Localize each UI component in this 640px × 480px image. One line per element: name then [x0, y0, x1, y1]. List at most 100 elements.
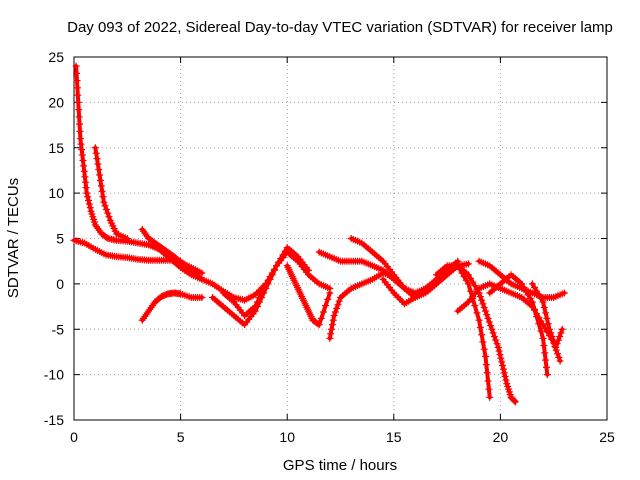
data-point: [464, 280, 472, 288]
data-point: [123, 235, 131, 242]
y-tick-label: -10: [44, 367, 64, 383]
data-point: [74, 98, 82, 106]
data-point: [531, 284, 539, 292]
data-point: [511, 398, 519, 406]
data-point: [556, 333, 564, 341]
data-point: [475, 316, 483, 324]
data-point: [270, 265, 278, 273]
data-point: [557, 329, 565, 337]
data-point: [198, 293, 206, 301]
data-point: [93, 155, 101, 163]
y-tick-label: 10: [48, 185, 64, 201]
data-point: [81, 173, 89, 181]
data-point: [510, 397, 518, 405]
data-point: [499, 365, 507, 373]
data-point: [328, 325, 336, 333]
data-point: [73, 77, 81, 85]
data-point: [556, 357, 564, 365]
data-point: [253, 298, 261, 306]
data-point: [94, 160, 102, 168]
data-point: [499, 362, 507, 370]
data-point: [553, 340, 561, 348]
data-point: [333, 304, 341, 312]
data-point: [496, 351, 504, 359]
data-point: [75, 106, 83, 114]
data-point: [492, 336, 500, 344]
data-point: [462, 276, 470, 284]
grid-lines: [74, 57, 607, 420]
data-point: [331, 308, 339, 316]
data-point: [327, 330, 335, 338]
data-point: [518, 280, 526, 288]
data-point: [319, 308, 327, 316]
data-point: [324, 295, 332, 303]
data-point: [494, 343, 502, 351]
data-point: [481, 307, 489, 315]
data-point: [96, 171, 104, 179]
data-point: [95, 166, 103, 174]
data-point: [266, 273, 274, 281]
y-tick-label: -15: [44, 412, 64, 428]
data-point: [460, 273, 468, 281]
data-point: [104, 209, 112, 217]
x-tick-label: 20: [493, 429, 509, 445]
axis-ticks: 0 5 10 15 20 25 -15 -10 -5 0 5 10 15 20 25: [44, 49, 615, 445]
data-point: [328, 321, 336, 329]
data-point: [80, 162, 88, 170]
data-point: [467, 274, 475, 282]
x-axis-label: GPS time / hours: [283, 457, 397, 474]
data-point: [545, 325, 553, 333]
data-point: [105, 213, 113, 221]
data-point: [334, 301, 342, 309]
data-point: [262, 280, 270, 288]
data-point: [554, 350, 562, 358]
data-point: [478, 296, 486, 304]
data-point: [485, 385, 493, 393]
data-point: [98, 187, 106, 195]
data-point: [471, 282, 479, 290]
data-point: [82, 178, 90, 186]
data-point: [314, 320, 322, 328]
data-point: [476, 323, 484, 331]
data-point: [533, 313, 541, 321]
data-point: [317, 314, 325, 322]
data-point: [542, 363, 550, 371]
data-point: [540, 342, 548, 350]
data-point: [543, 371, 551, 379]
data-point: [560, 289, 568, 297]
data-point: [80, 167, 88, 175]
data-point: [531, 305, 539, 313]
data-point: [484, 377, 492, 385]
data-point: [102, 205, 110, 213]
data-point: [329, 316, 337, 324]
data-point: [77, 140, 85, 148]
data-point: [542, 309, 550, 317]
data-point: [326, 289, 334, 297]
data-point: [326, 334, 334, 342]
data-point: [486, 393, 494, 401]
data-point: [454, 262, 462, 270]
data-point: [91, 144, 99, 152]
data-point: [255, 293, 263, 301]
data-point: [464, 271, 472, 279]
data-point: [473, 309, 481, 317]
data-point: [482, 361, 490, 369]
data-point: [478, 331, 486, 339]
data-point: [500, 369, 508, 377]
data-point: [82, 184, 90, 192]
data-point: [258, 289, 266, 297]
data-point: [198, 269, 206, 277]
data-point: [520, 284, 528, 292]
data-point: [501, 372, 509, 380]
data-point: [335, 297, 343, 305]
data-point: [479, 338, 487, 346]
data-point: [330, 312, 338, 320]
data-point: [483, 311, 491, 319]
data-point: [73, 84, 81, 92]
data-point: [480, 345, 488, 353]
data-point: [490, 333, 498, 341]
data-point: [76, 120, 84, 128]
data-point: [469, 278, 477, 286]
data-point: [72, 62, 80, 70]
data-point: [471, 302, 479, 310]
